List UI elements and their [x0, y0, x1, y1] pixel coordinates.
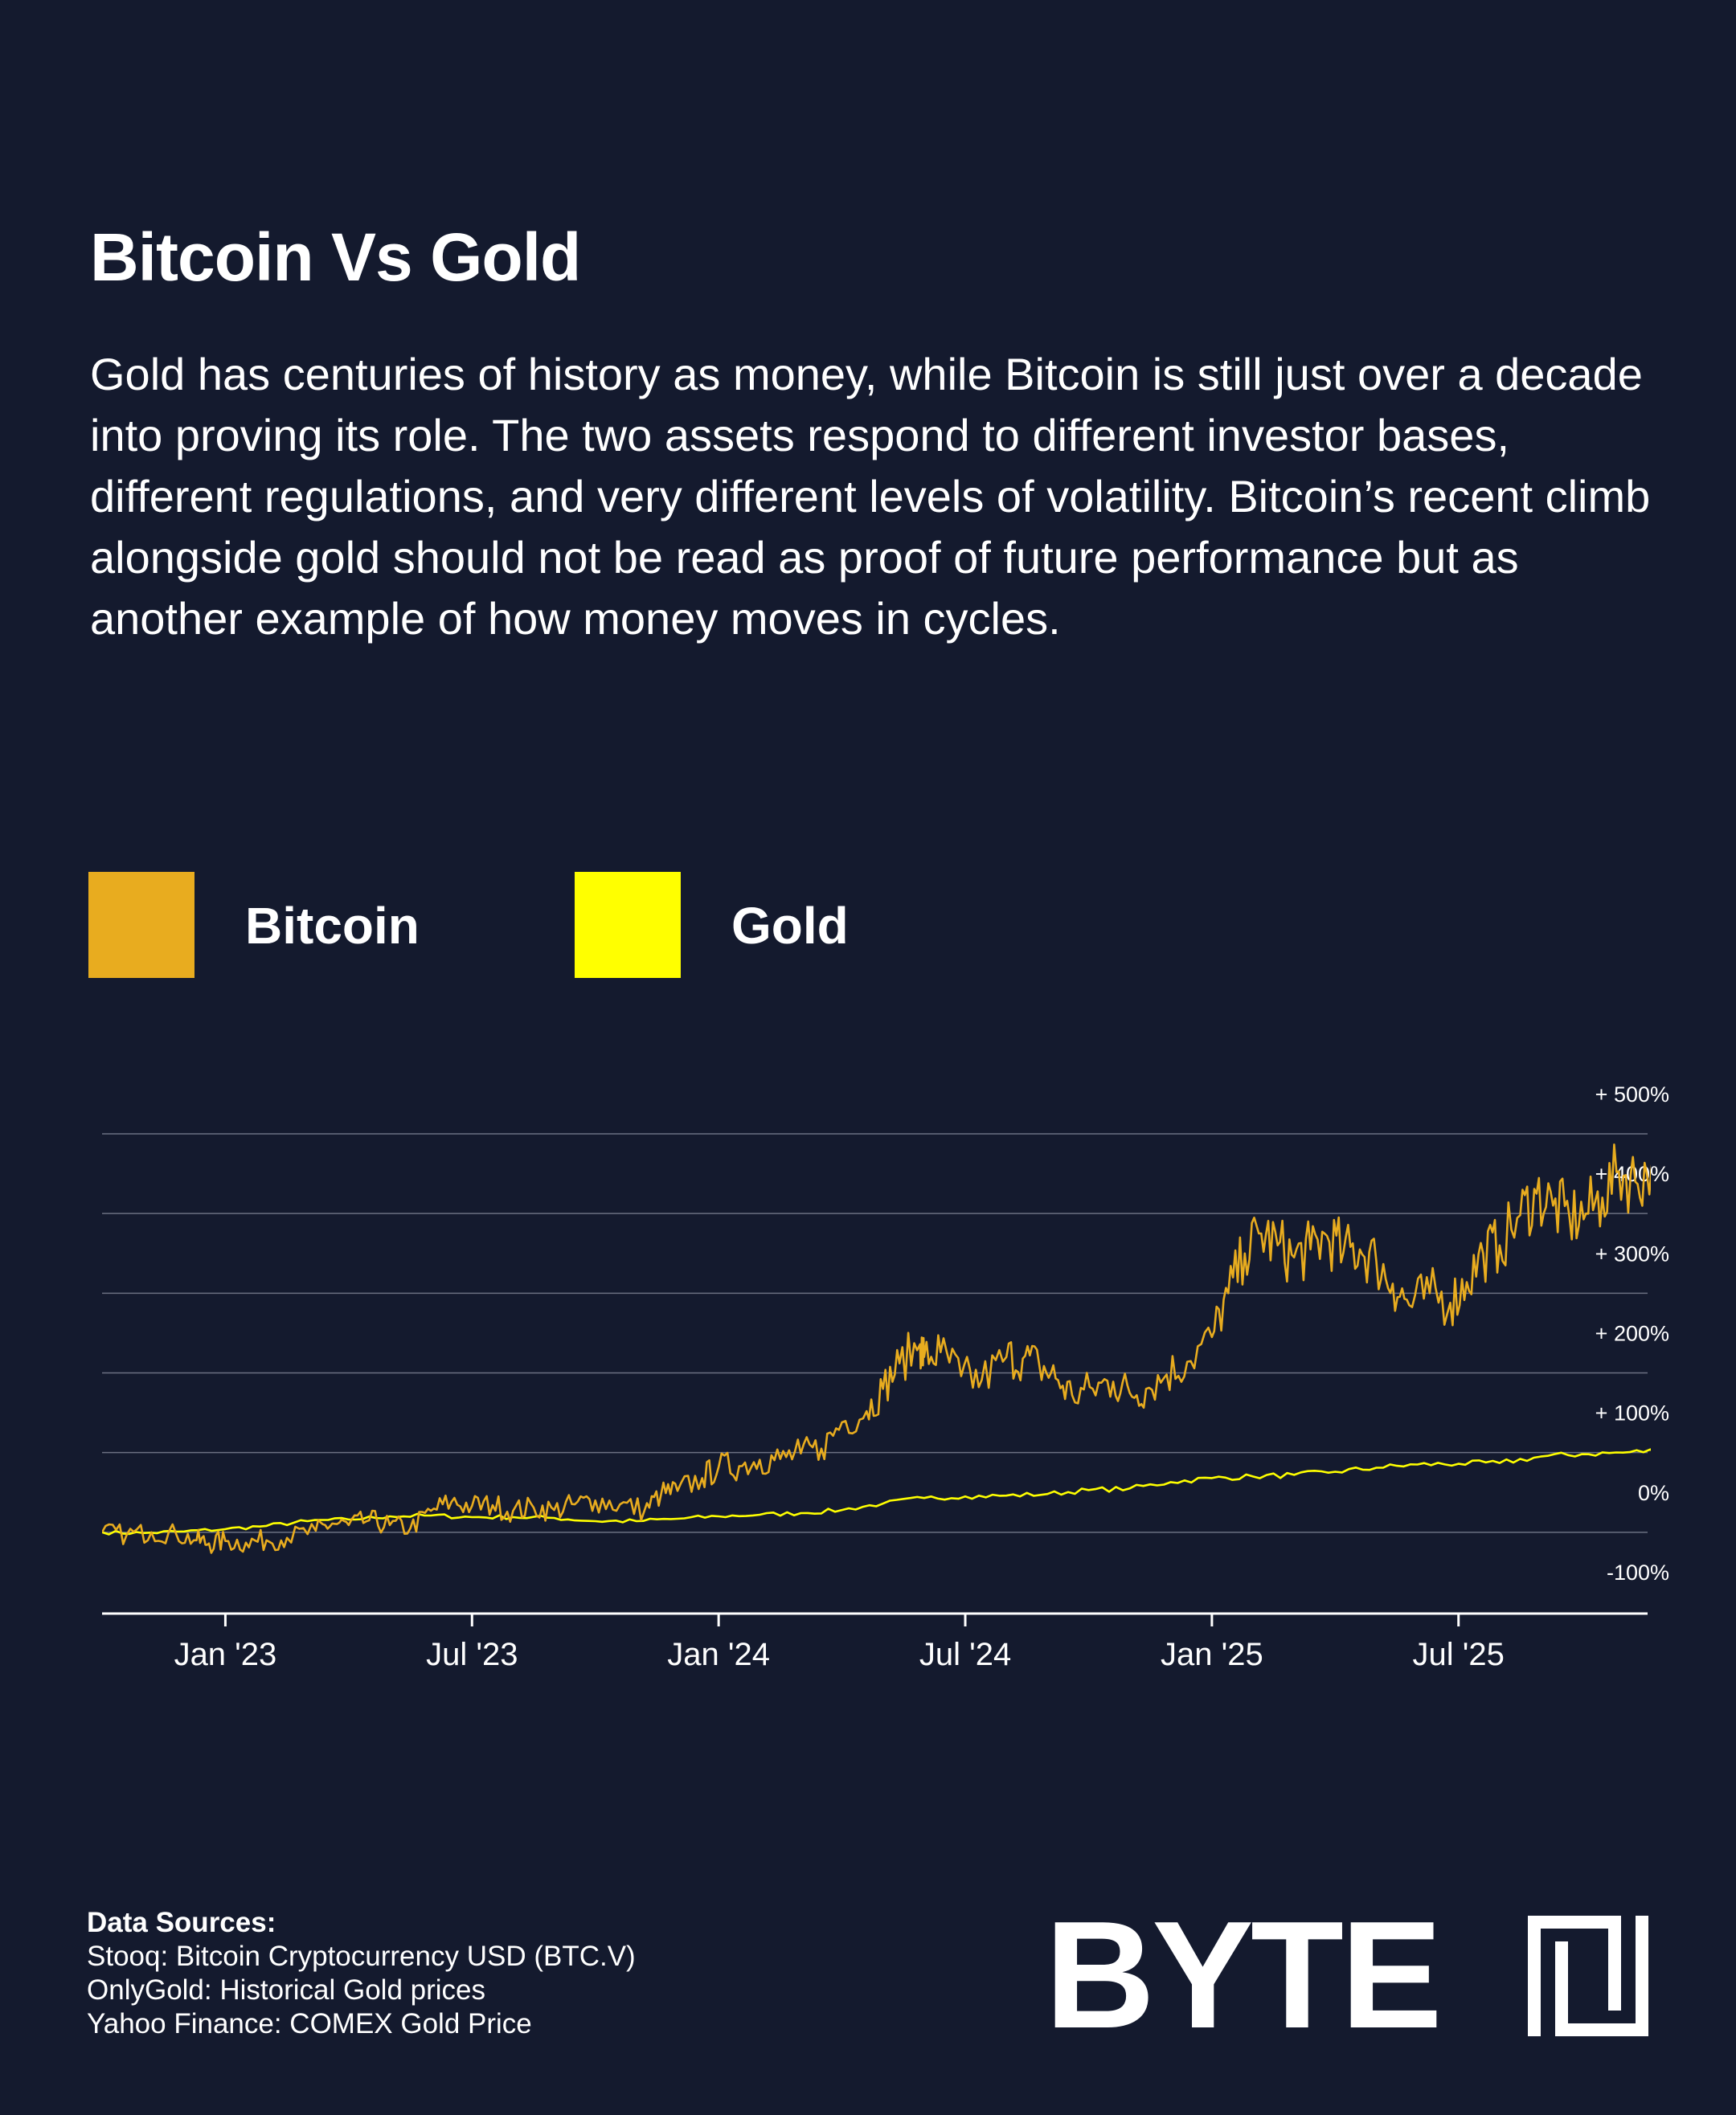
line-chart: + 500%+ 400%+ 300%+ 200%+ 100%0%-100%Jan… [102, 1082, 1669, 1672]
y-tick-label: 0% [1638, 1481, 1669, 1505]
legend-label-bitcoin: Bitcoin [245, 897, 420, 955]
source-line: Yahoo Finance: COMEX Gold Price [87, 2008, 532, 2039]
page-title: Bitcoin Vs Gold [90, 219, 581, 295]
byte-logo: BYTE [1045, 1895, 1656, 2056]
source-line: OnlyGold: Historical Gold prices [87, 1974, 485, 2006]
legend-swatch-bitcoin [88, 872, 194, 978]
x-tick-label: Jul '24 [919, 1637, 1011, 1672]
chart-legend: Bitcoin Gold [88, 872, 972, 978]
page-description: Gold has centuries of history as money, … [90, 349, 1651, 644]
y-tick-label: + 300% [1595, 1242, 1669, 1266]
source-line: Stooq: Bitcoin Cryptocurrency USD (BTC.V… [87, 1941, 636, 1972]
series-line-bitcoin [102, 1143, 1651, 1554]
y-tick-label: + 100% [1595, 1401, 1669, 1426]
x-tick-label: Jul '23 [426, 1637, 518, 1672]
x-tick-label: Jul '25 [1413, 1637, 1505, 1672]
data-sources: Data Sources: Stooq: Bitcoin Cryptocurre… [87, 1906, 636, 2041]
x-tick-label: Jan '24 [667, 1637, 770, 1672]
logo-wordmark: BYTE [1045, 1890, 1443, 2060]
y-tick-label: + 500% [1595, 1082, 1669, 1107]
y-tick-label: -100% [1607, 1561, 1669, 1585]
legend-swatch-gold [575, 872, 681, 978]
x-tick-label: Jan '25 [1161, 1637, 1263, 1672]
legend-label-gold: Gold [731, 897, 849, 955]
series-line-gold [102, 1448, 1651, 1536]
x-tick-label: Jan '23 [174, 1637, 277, 1672]
sources-heading: Data Sources: [87, 1907, 276, 1938]
byte-mark-icon [1528, 1916, 1648, 2036]
y-tick-label: + 200% [1595, 1322, 1669, 1346]
